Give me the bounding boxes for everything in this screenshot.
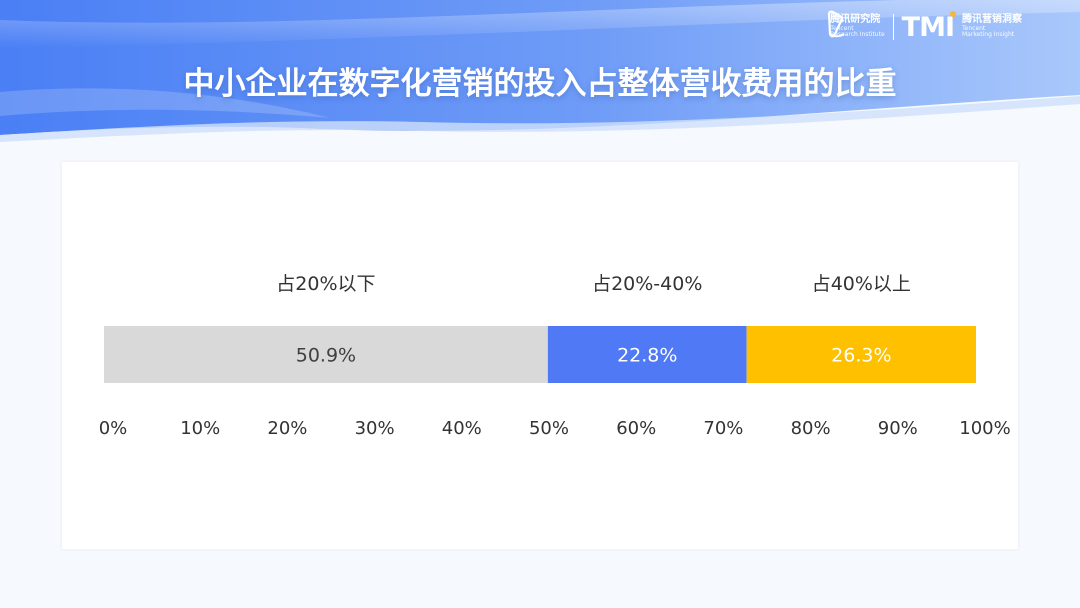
x-tick-label: 30% (355, 418, 395, 439)
research-logo-en-1: Tencent (830, 24, 854, 32)
header-banner: 中小企业在数字化营销的投入占整体营收费用的比重 腾讯研究院 Tencent Re… (0, 0, 1080, 145)
page-title: 中小企业在数字化营销的投入占整体营收费用的比重 (183, 66, 897, 102)
x-tick-label: 70% (703, 418, 743, 439)
category-label-2: 占20%-40% (592, 273, 702, 295)
tmi-logo-en-1: Tencent (962, 24, 986, 32)
logo-group: 腾讯研究院 Tencent Research Institute TMI 腾讯营… (824, 10, 1022, 44)
x-tick-label: 90% (878, 418, 918, 439)
data-label-3: 26.3% (831, 345, 891, 367)
research-logo-en-2: Research Institute (830, 31, 885, 39)
chart-panel: 50.9% 占20%以下 22.8% 占20%-40% 26.3% 占40%以上 0% 10%… (62, 162, 1018, 549)
research-institute-icon (828, 10, 845, 38)
x-tick-label: 80% (791, 418, 831, 439)
category-label-3: 占40%以上 (812, 273, 911, 295)
research-logo-cn: 腾讯研究院 (830, 14, 881, 26)
data-label-1: 50.9% (296, 345, 356, 367)
x-tick-label: 60% (616, 418, 656, 439)
stacked-bar-chart: 50.9% 占20%以下 22.8% 占20%-40% 26.3% 占40%以上 0% 10%… (99, 273, 1011, 439)
tmi-logo: TMI (901, 10, 956, 43)
x-tick-label: 10% (180, 418, 220, 439)
tmi-mark: TMI (901, 11, 955, 43)
tmi-logo-en-2: Marketing Insight (962, 31, 1015, 39)
category-label-1: 占20%以下 (276, 273, 375, 295)
x-tick-label: 0% (99, 418, 128, 439)
header-background (0, 0, 1080, 142)
bar-segment-3 (746, 326, 976, 383)
x-tick-label: 50% (529, 418, 569, 439)
logo-divider (892, 14, 894, 40)
tmi-logo-cn: 腾讯营销洞察 (962, 14, 1022, 26)
x-tick-label: 100% (959, 418, 1010, 439)
bar-segment-2 (547, 326, 747, 383)
x-tick-label: 40% (442, 418, 482, 439)
x-tick-label: 20% (267, 418, 307, 439)
bar-segment-1 (104, 326, 548, 383)
data-label-2: 22.8% (617, 345, 677, 367)
tencent-research-logo: 腾讯研究院 Tencent Research Institute (824, 10, 885, 39)
tmi-dot-icon (950, 10, 956, 17)
